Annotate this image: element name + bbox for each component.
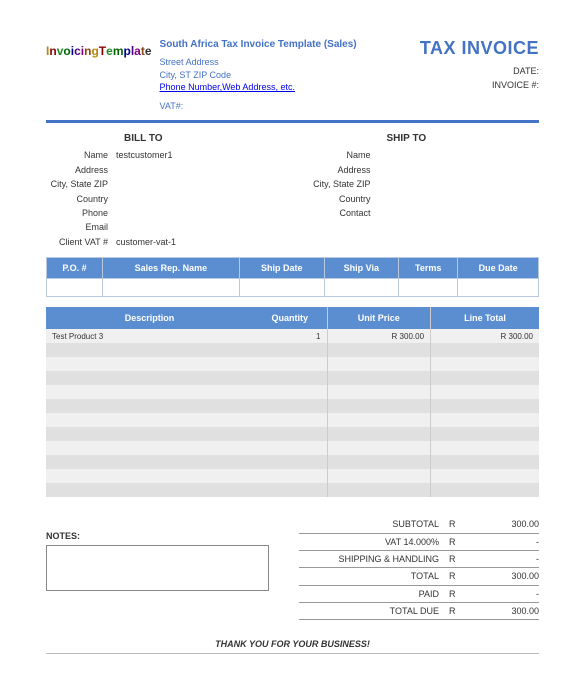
items-row bbox=[46, 455, 539, 469]
totals-val: 300.00 bbox=[469, 517, 539, 531]
totals-val: 300.00 bbox=[469, 569, 539, 583]
divider bbox=[46, 120, 539, 123]
items-row: Test Product 31R 300.00R 300.00 bbox=[46, 329, 539, 343]
bill-val bbox=[116, 163, 293, 177]
items-row bbox=[46, 399, 539, 413]
company-vat-label: VAT#: bbox=[160, 100, 420, 113]
totals-label: TOTAL DUE bbox=[299, 604, 449, 618]
items-row bbox=[46, 413, 539, 427]
date-label: DATE: bbox=[420, 65, 539, 79]
items-header: Unit Price bbox=[327, 307, 431, 329]
ship-val bbox=[379, 163, 540, 177]
totals-label: VAT 14.000% bbox=[299, 535, 449, 549]
ship-label: Contact bbox=[293, 206, 379, 220]
totals-val: 300.00 bbox=[469, 604, 539, 618]
ship-label: Address bbox=[293, 163, 379, 177]
item-price: R 300.00 bbox=[327, 329, 431, 343]
po-header: Terms bbox=[399, 258, 458, 279]
ship-to-section: SHIP TO Name Address City, State ZIP Cou… bbox=[293, 133, 540, 249]
bill-label: Country bbox=[46, 192, 116, 206]
items-table: Description Quantity Unit Price Line Tot… bbox=[46, 307, 539, 497]
items-row bbox=[46, 441, 539, 455]
ship-val bbox=[379, 148, 540, 162]
bill-to-heading: BILL TO bbox=[46, 133, 293, 144]
bill-val: customer-vat-1 bbox=[116, 235, 293, 249]
item-qty: 1 bbox=[253, 329, 327, 343]
bill-label: Phone bbox=[46, 206, 116, 220]
ship-to-heading: SHIP TO bbox=[293, 133, 540, 144]
logo: InvoicingTemplate bbox=[46, 44, 152, 58]
bill-val bbox=[116, 220, 293, 234]
company-title: South Africa Tax Invoice Template (Sales… bbox=[160, 38, 420, 52]
totals-val: - bbox=[469, 535, 539, 549]
items-header: Line Total bbox=[431, 307, 539, 329]
items-header: Quantity bbox=[253, 307, 327, 329]
po-row bbox=[47, 279, 539, 297]
bill-label: Name bbox=[46, 148, 116, 162]
po-header: Due Date bbox=[458, 258, 539, 279]
items-row bbox=[46, 343, 539, 357]
totals-val: - bbox=[469, 587, 539, 601]
items-row bbox=[46, 371, 539, 385]
notes-label: NOTES: bbox=[46, 531, 299, 541]
item-total: R 300.00 bbox=[431, 329, 539, 343]
thank-you-message: THANK YOU FOR YOUR BUSINESS! bbox=[46, 639, 539, 649]
company-contact-link[interactable]: Phone Number,Web Address, etc. bbox=[160, 82, 295, 92]
bill-val bbox=[116, 177, 293, 191]
totals-cur: R bbox=[449, 569, 469, 583]
items-row bbox=[46, 357, 539, 371]
totals-section: SUBTOTALR300.00 VAT 14.000%R- SHIPPING &… bbox=[299, 517, 539, 621]
bottom-divider bbox=[46, 653, 539, 654]
bill-to-section: BILL TO Nametestcustomer1 Address City, … bbox=[46, 133, 293, 249]
totals-cur: R bbox=[449, 535, 469, 549]
totals-cur: R bbox=[449, 517, 469, 531]
invoice-number-label: INVOICE #: bbox=[420, 79, 539, 93]
totals-label: SUBTOTAL bbox=[299, 517, 449, 531]
bill-val bbox=[116, 192, 293, 206]
bill-label: Email bbox=[46, 220, 116, 234]
items-row bbox=[46, 469, 539, 483]
totals-label: PAID bbox=[299, 587, 449, 601]
bill-label: Client VAT # bbox=[46, 235, 116, 249]
item-desc: Test Product 3 bbox=[46, 329, 253, 343]
po-header: Ship Via bbox=[324, 258, 398, 279]
po-header: Sales Rep. Name bbox=[102, 258, 239, 279]
notes-box[interactable] bbox=[46, 545, 269, 591]
po-header: P.O. # bbox=[47, 258, 103, 279]
bill-val bbox=[116, 206, 293, 220]
po-header: Ship Date bbox=[239, 258, 324, 279]
ship-val bbox=[379, 177, 540, 191]
bill-val: testcustomer1 bbox=[116, 148, 293, 162]
ship-val bbox=[379, 192, 540, 206]
ship-val bbox=[379, 206, 540, 220]
company-street: Street Address bbox=[160, 56, 420, 69]
totals-label: SHIPPING & HANDLING bbox=[299, 552, 449, 566]
ship-label: Country bbox=[293, 192, 379, 206]
bill-label: Address bbox=[46, 163, 116, 177]
company-city: City, ST ZIP Code bbox=[160, 69, 420, 82]
items-row bbox=[46, 385, 539, 399]
bill-label: City, State ZIP bbox=[46, 177, 116, 191]
totals-val: - bbox=[469, 552, 539, 566]
po-table: P.O. # Sales Rep. Name Ship Date Ship Vi… bbox=[46, 257, 539, 297]
totals-cur: R bbox=[449, 552, 469, 566]
items-row bbox=[46, 427, 539, 441]
items-row bbox=[46, 483, 539, 497]
document-title: TAX INVOICE bbox=[420, 38, 539, 59]
ship-label: Name bbox=[293, 148, 379, 162]
totals-label: TOTAL bbox=[299, 569, 449, 583]
totals-cur: R bbox=[449, 604, 469, 618]
totals-cur: R bbox=[449, 587, 469, 601]
items-header: Description bbox=[46, 307, 253, 329]
ship-label: City, State ZIP bbox=[293, 177, 379, 191]
